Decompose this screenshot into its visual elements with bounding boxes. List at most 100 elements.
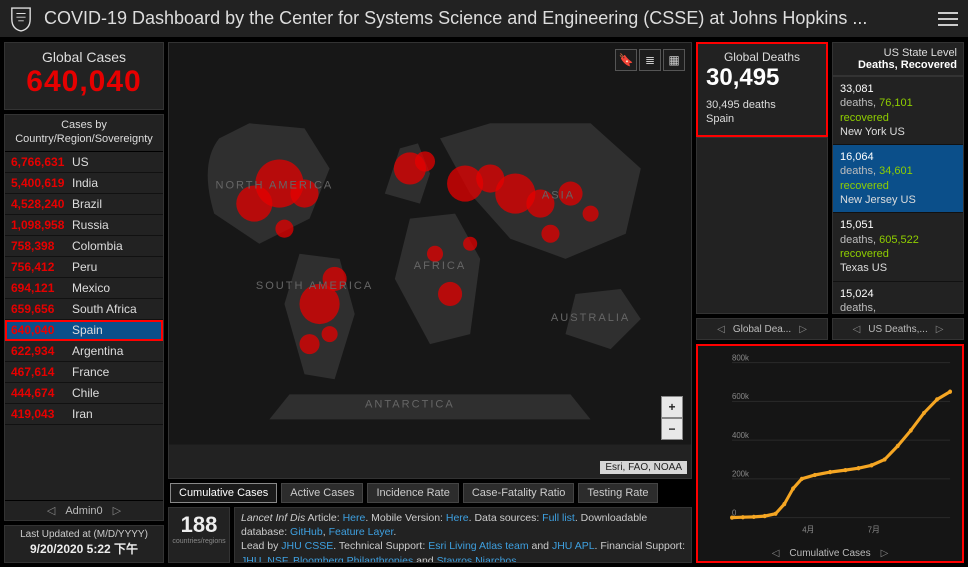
global-deaths-pager: ◁ Global Dea... ▷ xyxy=(696,318,828,340)
country-row-name: South Africa xyxy=(72,302,137,316)
country-row[interactable]: 659,656 South Africa xyxy=(5,299,163,320)
us-pager: ◁ US Deaths,... ▷ xyxy=(832,318,964,340)
zoom-out-button[interactable]: − xyxy=(661,418,683,440)
gd-pager-label: Global Dea... xyxy=(733,324,791,335)
countries-count-value: 188 xyxy=(169,512,229,538)
svg-text:400k: 400k xyxy=(732,431,750,440)
us-state-row[interactable]: 16,064deaths, 34,601recoveredNew Jersey … xyxy=(833,145,963,213)
jhu-logo xyxy=(10,6,32,32)
us-header-line1: US State Level xyxy=(839,47,957,59)
country-row-count: 1,098,958 xyxy=(11,218,67,232)
country-row[interactable]: 6,766,631US xyxy=(5,152,163,173)
us-state-row[interactable]: 33,081deaths, 76,101recoveredNew York US xyxy=(833,77,963,145)
country-row-name: Peru xyxy=(72,260,97,274)
country-row-count: 5,400,619 xyxy=(11,176,67,190)
svg-text:4月: 4月 xyxy=(802,525,814,534)
global-cases-label: Global Cases xyxy=(5,49,163,65)
map-tab[interactable]: Case-Fatality Ratio xyxy=(463,483,575,503)
map-panel[interactable]: NORTH AMERICASOUTH AMERICAAFRICAASIAAUST… xyxy=(168,42,692,479)
country-row-count: 622,934 xyxy=(11,344,67,358)
country-row[interactable]: 444,674 Chile xyxy=(5,383,163,404)
grid-icon[interactable]: ▦ xyxy=(663,49,685,71)
us-state-row[interactable]: 15,051deaths, 605,522recoveredTexas US xyxy=(833,213,963,281)
svg-text:800k: 800k xyxy=(732,354,750,363)
bookmark-icon[interactable]: 🔖 xyxy=(615,49,637,71)
us-state-list: 33,081deaths, 76,101recoveredNew York US… xyxy=(832,76,964,314)
page-title: COVID-19 Dashboard by the Center for Sys… xyxy=(44,8,938,29)
chevron-left-icon[interactable]: ◁ xyxy=(709,324,733,335)
country-row-count: 4,528,240 xyxy=(11,197,67,211)
global-cases-panel: Global Cases 640,040 xyxy=(4,42,164,110)
svg-text:ANTARCTICA: ANTARCTICA xyxy=(365,398,455,410)
country-row[interactable]: 694,121 Mexico xyxy=(5,278,163,299)
country-row-count: 640,040 xyxy=(11,323,67,337)
menu-icon[interactable] xyxy=(938,12,958,26)
country-row[interactable]: 4,528,240 Brazil xyxy=(5,194,163,215)
country-row-count: 694,121 xyxy=(11,281,67,295)
country-row[interactable]: 756,412 Peru xyxy=(5,257,163,278)
country-row[interactable]: 640,040 Spain xyxy=(5,320,163,341)
country-row-name: Brazil xyxy=(72,197,102,211)
chart-title: Cumulative Cases xyxy=(789,548,870,559)
last-updated-panel: Last Updated at (M/D/YYYY) 9/20/2020 5:2… xyxy=(4,525,164,563)
country-row[interactable]: 5,400,619 India xyxy=(5,173,163,194)
country-row[interactable]: 467,614 France xyxy=(5,362,163,383)
chevron-right-icon[interactable]: ▷ xyxy=(928,324,952,335)
country-row[interactable]: 622,934 Argentina xyxy=(5,341,163,362)
chevron-right-icon[interactable]: ▷ xyxy=(103,504,131,517)
country-row-name: France xyxy=(72,365,109,379)
svg-text:AUSTRALIA: AUSTRALIA xyxy=(551,312,630,324)
country-row-name: India xyxy=(72,176,98,190)
country-row-count: 756,412 xyxy=(11,260,67,274)
svg-text:200k: 200k xyxy=(732,469,750,478)
global-deaths-sub-loc: Spain xyxy=(706,112,818,126)
chevron-left-icon[interactable]: ◁ xyxy=(762,548,790,559)
svg-text:7月: 7月 xyxy=(868,525,880,534)
country-row-count: 467,614 xyxy=(11,365,67,379)
credits-text: Lancet Inf Dis Article: Here. Mobile Ver… xyxy=(234,507,692,563)
last-updated-label: Last Updated at (M/D/YYYY) xyxy=(5,529,163,540)
country-row-name: Argentina xyxy=(72,344,123,358)
chevron-right-icon[interactable]: ▷ xyxy=(871,548,899,559)
countries-count-panel: 188 countries/regions xyxy=(168,507,230,563)
country-row-name: Colombia xyxy=(72,239,123,253)
countries-count-label: countries/regions xyxy=(169,538,229,545)
map-tab[interactable]: Active Cases xyxy=(281,483,363,503)
country-row[interactable]: 758,398Colombia xyxy=(5,236,163,257)
country-row-count: 6,766,631 xyxy=(11,155,67,169)
country-row-name: Chile xyxy=(72,386,99,400)
country-list-header: Cases by Country/Region/Sovereignty xyxy=(5,115,163,152)
map-tab[interactable]: Incidence Rate xyxy=(367,483,458,503)
country-pager-label: Admin0 xyxy=(65,505,102,517)
svg-text:SOUTH AMERICA: SOUTH AMERICA xyxy=(256,280,373,292)
country-row[interactable]: 419,043 Iran xyxy=(5,404,163,425)
country-row-name: Spain xyxy=(72,323,103,337)
us-state-row[interactable]: 15,024deaths, recovered xyxy=(833,282,963,314)
us-header-line2: Deaths, Recovered xyxy=(858,59,957,71)
country-row-count: 444,674 xyxy=(11,386,67,400)
country-list-panel: Cases by Country/Region/Sovereignty 6,76… xyxy=(4,114,164,521)
zoom-in-button[interactable]: + xyxy=(661,396,683,418)
svg-text:ASIA: ASIA xyxy=(542,190,575,202)
chevron-left-icon[interactable]: ◁ xyxy=(37,504,65,517)
country-row-count: 659,656 xyxy=(11,302,67,316)
country-list-pager: ◁ Admin0 ▷ xyxy=(5,500,163,520)
list-icon[interactable]: ≣ xyxy=(639,49,661,71)
global-deaths-label: Global Deaths xyxy=(706,50,818,64)
country-row[interactable]: 1,098,958 Russia xyxy=(5,215,163,236)
app-header: COVID-19 Dashboard by the Center for Sys… xyxy=(0,0,968,38)
last-updated-value: 9/20/2020 5:22 下午 xyxy=(5,540,163,557)
empty-panel xyxy=(696,137,828,314)
country-row-name: Russia xyxy=(72,218,109,232)
country-row-count: 419,043 xyxy=(11,407,67,421)
global-deaths-value: 30,495 xyxy=(706,64,818,92)
map-tab[interactable]: Cumulative Cases xyxy=(170,483,277,503)
global-cases-value: 640,040 xyxy=(5,65,163,99)
map-tab[interactable]: Testing Rate xyxy=(578,483,657,503)
chevron-right-icon[interactable]: ▷ xyxy=(791,324,815,335)
chevron-left-icon[interactable]: ◁ xyxy=(845,324,869,335)
svg-text:AFRICA: AFRICA xyxy=(414,260,467,272)
country-row-name: Iran xyxy=(72,407,93,421)
us-panel-header: US State Level Deaths, Recovered xyxy=(832,42,964,76)
country-row-name: Mexico xyxy=(72,281,110,295)
